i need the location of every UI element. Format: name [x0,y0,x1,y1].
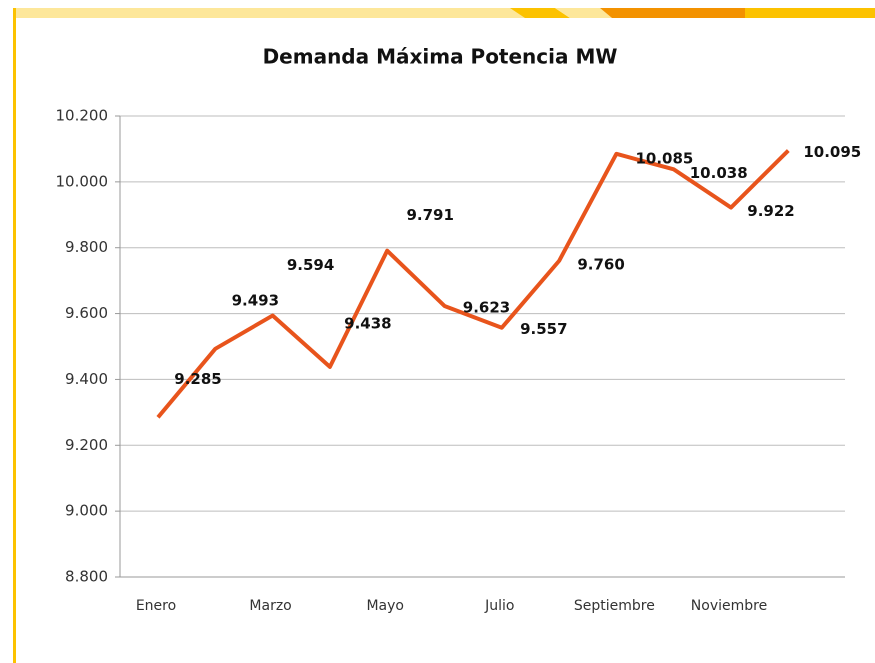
data-label: 10.038 [690,164,748,182]
data-label: 9.922 [747,202,794,220]
y-tick-label: 9.000 [65,502,108,520]
x-tick-label: Noviembre [691,598,767,614]
header-stripe [745,8,875,18]
y-tick-label: 10.000 [56,172,109,190]
left-border [13,8,16,663]
data-label: 9.623 [463,298,510,316]
data-label: 9.760 [577,255,624,273]
data-label: 9.493 [232,291,279,309]
data-label: 9.791 [406,206,453,224]
y-tick-label: 8.800 [65,568,108,586]
data-label: 9.557 [520,320,567,338]
y-tick-label: 9.200 [65,436,108,454]
header-stripe [14,8,530,18]
data-label: 9.285 [174,370,221,388]
data-label: 9.438 [344,314,391,332]
y-tick-label: 9.400 [65,370,108,388]
y-tick-label: 9.800 [65,238,108,256]
data-line [156,149,790,419]
header-stripe [555,8,612,18]
x-tick-label: Julio [484,598,514,614]
chart-title: Demanda Máxima Potencia MW [263,45,618,69]
y-tick-label: 10.200 [56,107,109,125]
data-label: 9.594 [287,256,334,274]
data-label: 10.085 [635,149,693,167]
header-stripe [600,8,745,18]
header-stripe [510,8,570,18]
x-tick-label: Marzo [249,598,291,614]
x-tick-label: Septiembre [574,598,655,614]
x-tick-label: Enero [136,598,176,614]
x-tick-label: Mayo [366,598,404,614]
data-label: 10.095 [803,143,861,161]
y-tick-label: 9.600 [65,304,108,322]
